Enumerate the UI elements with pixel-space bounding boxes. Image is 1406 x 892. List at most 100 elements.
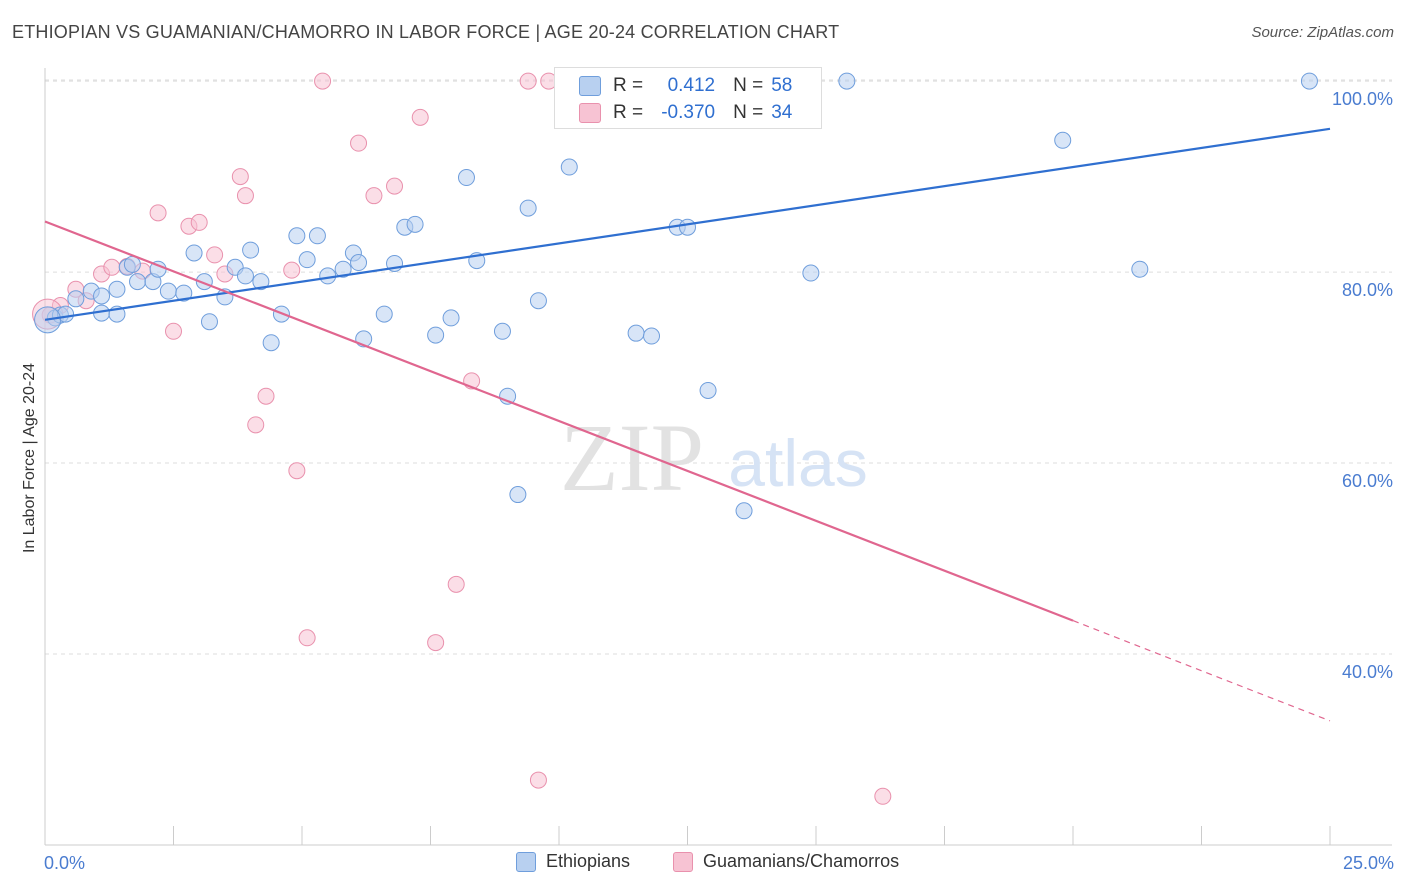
guamanians-swatch — [673, 851, 693, 872]
ethiopian-point — [509, 486, 527, 504]
ethiopian-point — [298, 251, 316, 269]
ethiopian-point — [679, 218, 696, 236]
ethiopian-point — [236, 267, 254, 285]
ethiopian-point — [288, 227, 306, 245]
ethiopian-point — [735, 502, 753, 520]
guamanian-point — [314, 72, 332, 90]
guamanian-point — [257, 387, 275, 405]
r-value: -0.370 — [661, 102, 716, 123]
r-label: R = — [613, 102, 644, 123]
axes — [44, 68, 1392, 846]
ethiopian-point — [838, 72, 856, 90]
x-tick-max: 25.0% — [1342, 853, 1394, 873]
y-tick-label: 40.0% — [1342, 662, 1393, 682]
ethiopian-point — [200, 313, 218, 331]
source-label: Source: ZipAtlas.com — [1251, 24, 1394, 41]
ethiopian-point — [93, 287, 111, 305]
ethiopian-trend-line — [44, 127, 1331, 321]
guamanian-point — [247, 416, 265, 434]
guamanians-swatch — [579, 103, 601, 123]
legend-item-guamanians[interactable]: Guamanians/Chamorros — [673, 851, 899, 872]
r-value: 0.412 — [667, 75, 716, 96]
stats-row-ethiopians: R = 0.412 N = 58 — [579, 73, 793, 99]
guamanian-point — [386, 177, 404, 195]
r-label: R = — [613, 75, 644, 96]
guamanian-point — [529, 771, 547, 789]
watermark-zip: ZIP — [560, 404, 704, 511]
guamanian-point — [288, 462, 306, 480]
watermark: ZIP atlas — [560, 404, 868, 511]
ethiopian-point — [252, 273, 270, 291]
ethiopian-point — [1054, 131, 1072, 149]
ethiopian-point — [123, 255, 141, 273]
ethiopian-point — [242, 241, 260, 259]
ethiopian-point — [560, 158, 578, 176]
guamanian-point — [298, 629, 316, 647]
ethiopian-point — [457, 169, 475, 187]
ethiopian-point — [442, 309, 460, 327]
ethiopian-point — [308, 227, 326, 245]
guamanian-point — [165, 322, 182, 340]
ethiopian-point — [519, 199, 537, 217]
y-tick-labels: 40.0% 60.0% 80.0% 100.0% — [1332, 89, 1393, 682]
ethiopian-point — [175, 284, 193, 302]
legend-label: Guamanians/Chamorros — [703, 851, 900, 871]
series-legend: Ethiopians Guamanians/Chamorros — [0, 851, 1406, 877]
legend-label: Ethiopians — [546, 851, 631, 871]
x-tick-min: 0.0% — [44, 853, 86, 873]
ethiopian-point — [406, 215, 424, 233]
n-value: 58 — [771, 75, 793, 96]
guamanian-point — [283, 261, 301, 279]
ethiopian-point — [493, 322, 511, 340]
guamanian-point — [231, 168, 249, 186]
n-label: N = — [733, 102, 764, 123]
ethiopian-point — [67, 290, 85, 308]
guamanian-point — [874, 787, 892, 805]
ethiopian-point — [262, 334, 280, 352]
guamanian-point — [149, 204, 167, 222]
guamanian-point — [447, 575, 465, 593]
guamanian-point — [350, 134, 368, 152]
ethiopian-points — [34, 72, 1318, 520]
guamanian-point — [365, 187, 383, 205]
ethiopian-point — [108, 280, 126, 298]
guamanian-point — [103, 258, 121, 276]
ethiopian-point — [427, 326, 445, 344]
stats-row-guamanians: R = -0.370 N = 34 — [579, 100, 793, 126]
guamanian-trend-line — [44, 220, 1074, 622]
ethiopian-point — [1131, 260, 1149, 278]
ethiopians-swatch — [516, 851, 536, 872]
guamanian-trend-extension — [1072, 620, 1331, 722]
chart-title: ETHIOPIAN VS GUAMANIAN/CHAMORRO IN LABOR… — [12, 22, 840, 42]
ethiopian-point — [185, 244, 203, 262]
legend-item-ethiopians[interactable]: Ethiopians — [516, 851, 630, 872]
ethiopian-point — [334, 260, 352, 278]
guamanian-point — [236, 187, 254, 205]
ethiopian-point — [802, 264, 820, 282]
y-tick-label: 100.0% — [1332, 89, 1393, 109]
ethiopian-point — [699, 381, 717, 399]
guamanian-point — [190, 213, 208, 231]
stats-legend: R = 0.412 N = 58 R = -0.370 N = 34 — [554, 67, 822, 129]
ethiopian-point — [375, 305, 393, 323]
ethiopian-point — [129, 273, 147, 291]
guamanian-point — [427, 634, 445, 652]
ethiopian-point — [529, 292, 547, 310]
ethiopian-point — [1300, 72, 1318, 90]
ethiopian-point — [643, 327, 661, 345]
ethiopian-point — [627, 324, 645, 342]
n-label: N = — [733, 75, 764, 96]
n-value: 34 — [771, 102, 793, 123]
y-tick-label: 80.0% — [1342, 280, 1393, 300]
trend-lines — [44, 127, 1331, 722]
ethiopian-point — [350, 254, 368, 272]
ethiopians-swatch — [579, 76, 601, 96]
guamanian-point — [519, 72, 537, 90]
gridlines — [45, 79, 1392, 655]
guamanian-point — [411, 108, 429, 126]
y-tick-label: 60.0% — [1342, 471, 1393, 491]
ethiopian-point — [159, 282, 177, 300]
watermark-atlas: atlas — [728, 426, 867, 500]
guamanian-point — [206, 246, 224, 264]
